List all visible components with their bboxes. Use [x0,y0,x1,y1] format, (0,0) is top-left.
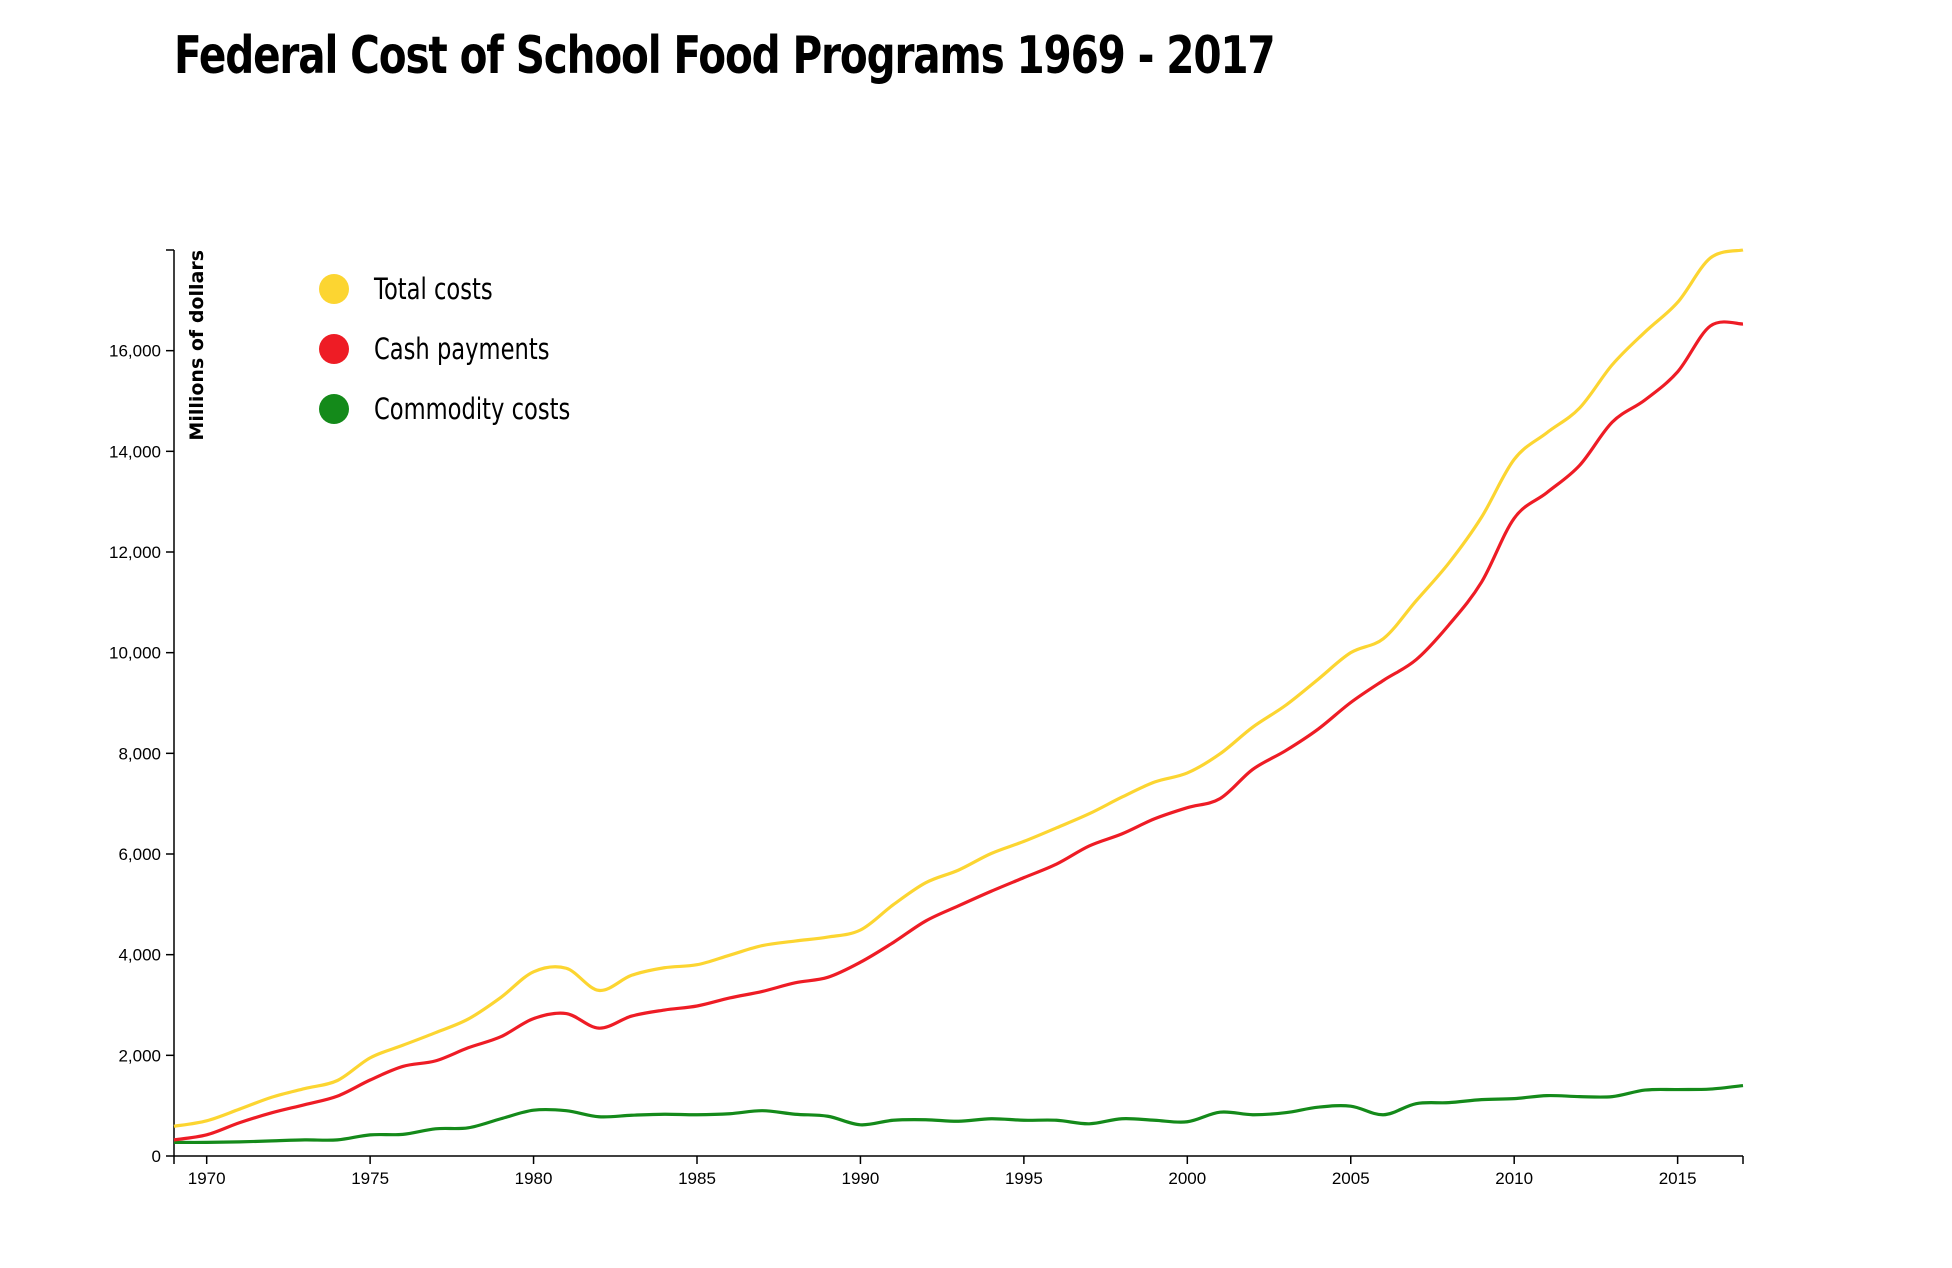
y-tick-label: 16,000 [109,342,161,361]
series-line-cash-payments [173,320,1744,1142]
x-tick-label: 2000 [1168,1169,1206,1188]
chart-title: Federal Cost of School Food Programs 196… [174,26,1276,86]
series-line-commodity-costs [173,1083,1744,1145]
y-tick-label: 10,000 [109,644,161,663]
x-tick-label: 1985 [678,1169,716,1188]
legend-swatch-commodity-costs [319,394,349,424]
y-tick-label: 12,000 [109,543,161,562]
series-line-total-costs [173,248,1744,1128]
legend-swatch-total-costs [319,274,349,304]
x-tick-label: 2010 [1495,1169,1533,1188]
y-tick-label: 2,000 [118,1046,161,1065]
x-tick-label: 2005 [1332,1169,1370,1188]
y-tick-label: 4,000 [118,946,161,965]
x-tick-label: 1970 [188,1169,226,1188]
y-tick-label: 6,000 [118,845,161,864]
y-tick-label: 14,000 [109,442,161,461]
x-tick-label: 2015 [1659,1169,1697,1188]
legend-label-cash-payments: Cash payments [374,333,549,366]
legend-label-commodity-costs: Commodity costs [374,393,570,426]
legend-label-total-costs: Total costs [373,273,493,306]
y-axis-label: Millions of dollars [186,250,208,441]
x-tick-label: 1995 [1005,1169,1043,1188]
y-tick-label: 8,000 [118,744,161,763]
x-tick-label: 1975 [351,1169,389,1188]
x-tick-label: 1980 [515,1169,553,1188]
y-tick-label: 0 [152,1147,161,1166]
x-tick-label: 1990 [842,1169,880,1188]
legend-swatch-cash-payments [319,334,349,364]
